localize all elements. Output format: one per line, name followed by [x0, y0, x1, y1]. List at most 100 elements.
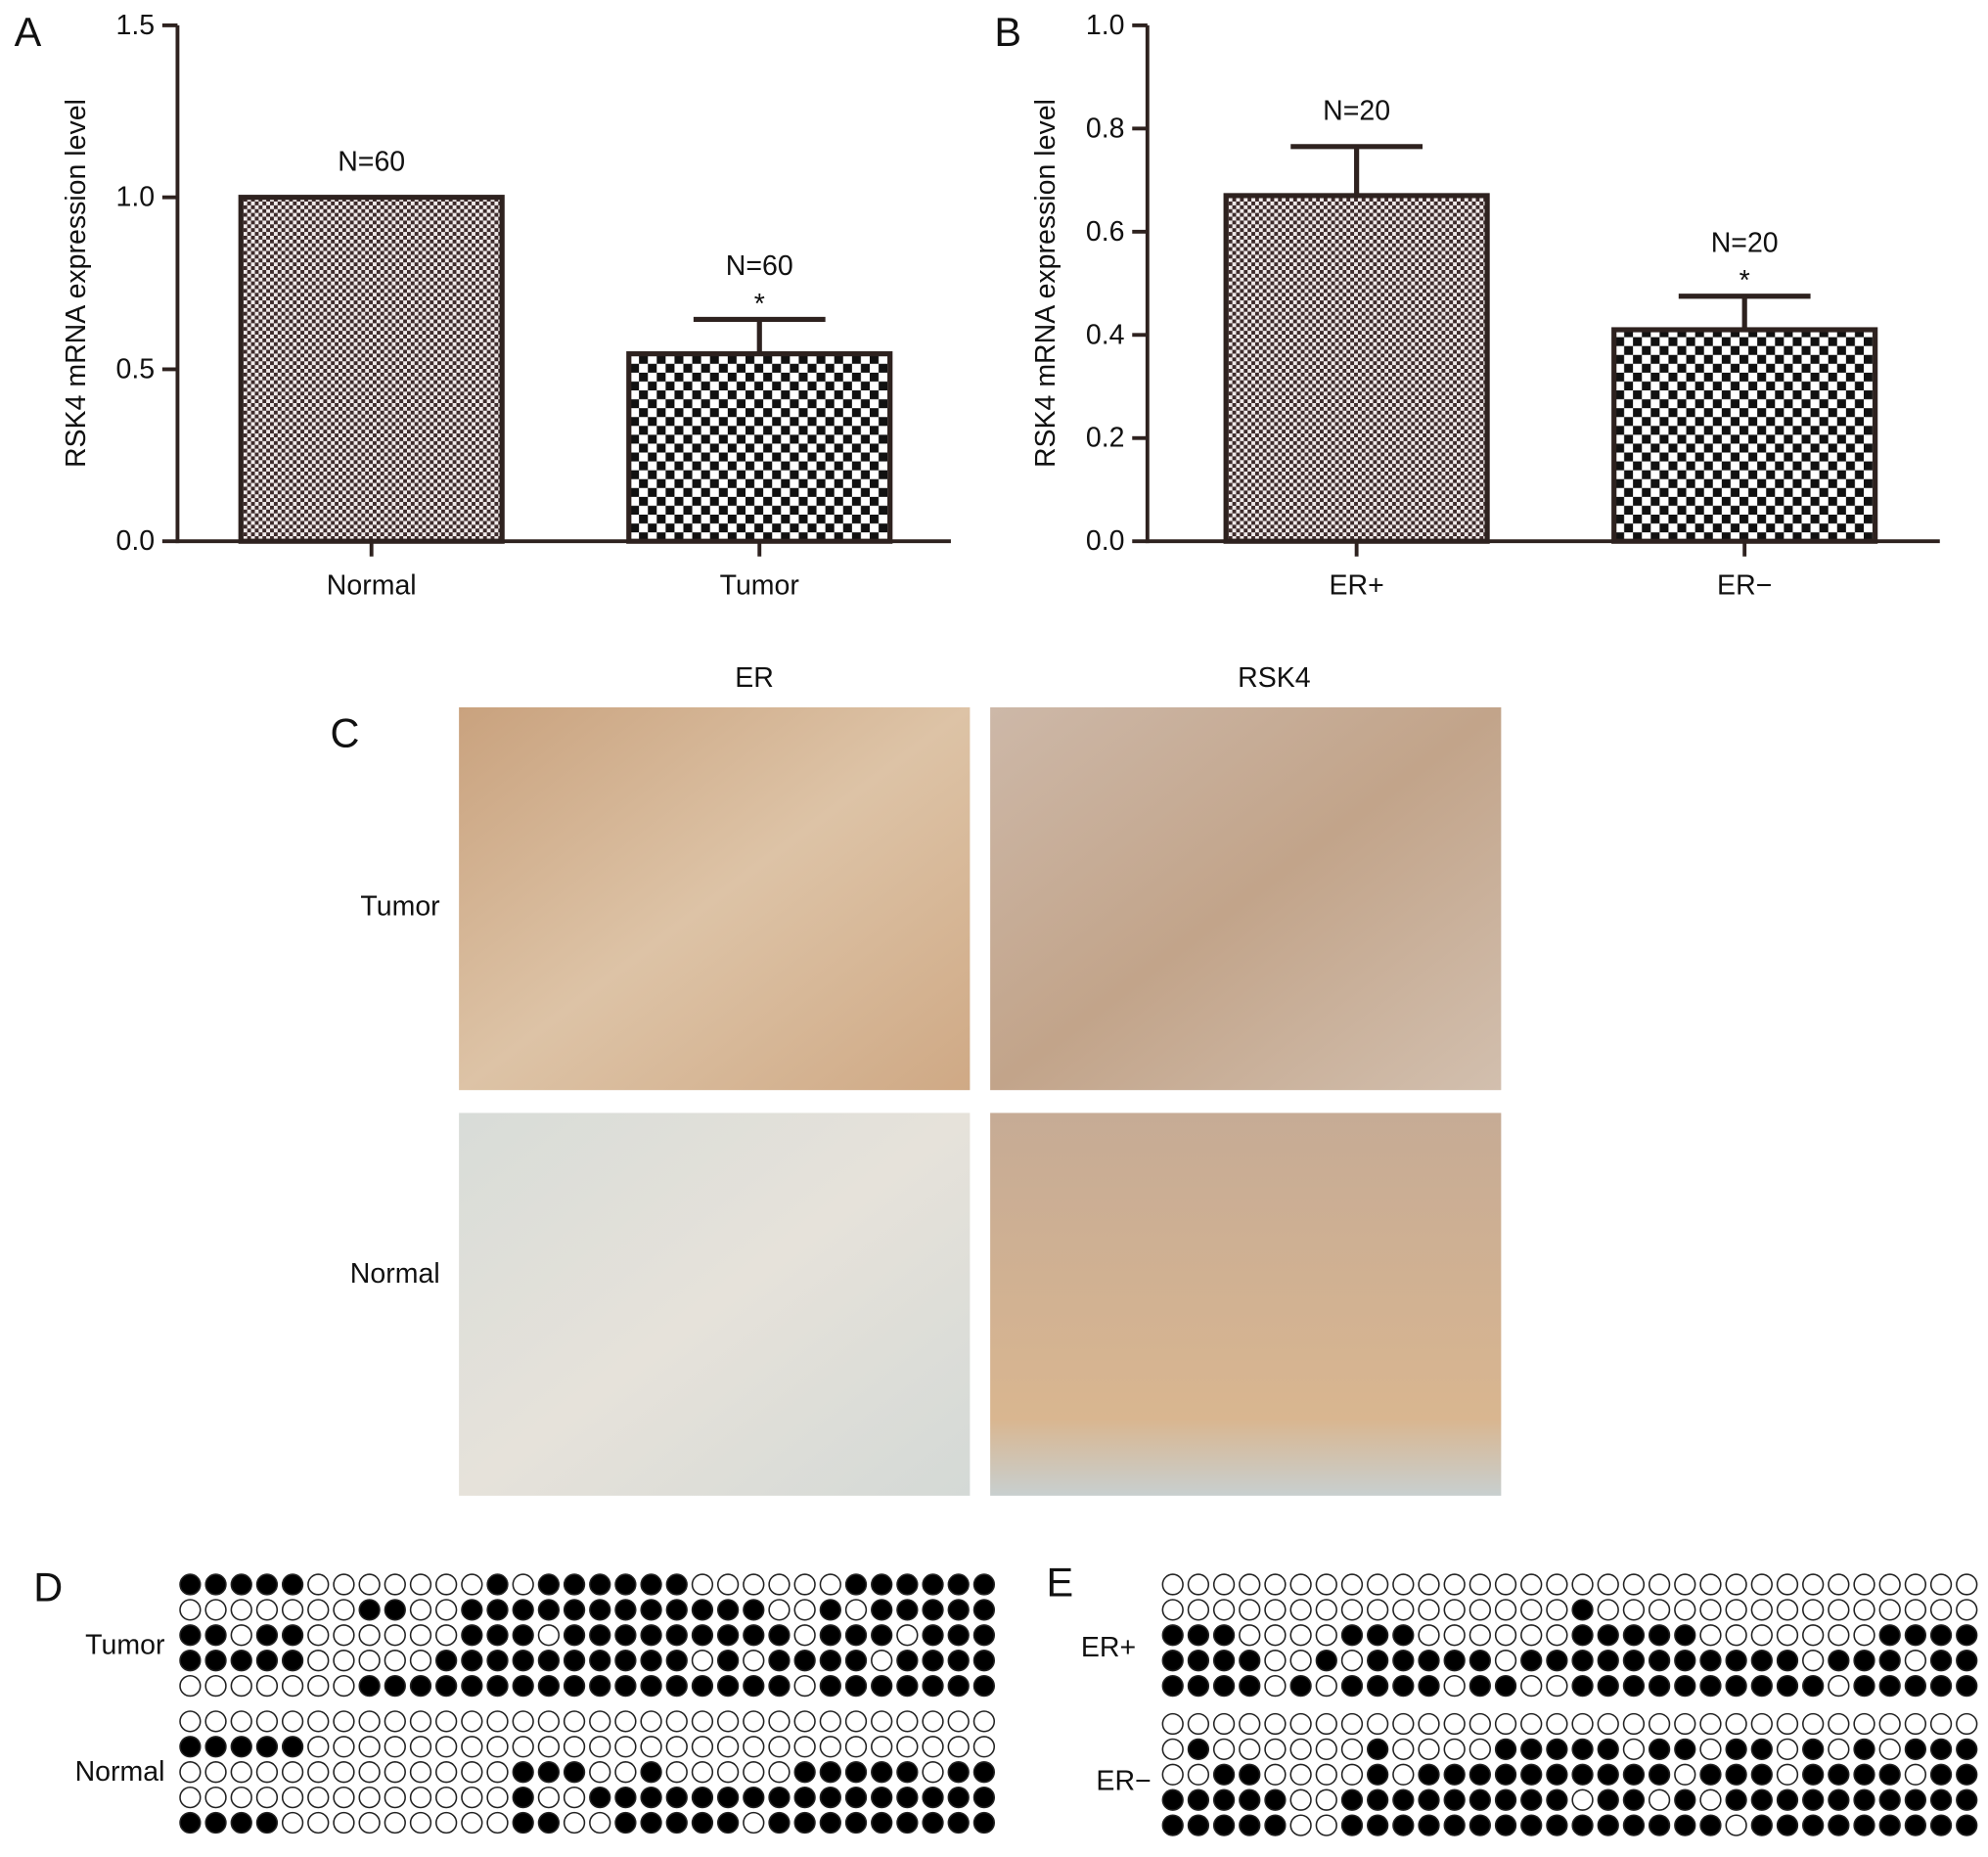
methylation-dot — [793, 1786, 816, 1809]
methylation-dot — [922, 1786, 944, 1809]
methylation-dot — [1494, 1814, 1517, 1836]
methylation-dot — [563, 1573, 586, 1596]
methylation-dot — [1468, 1763, 1492, 1786]
methylation-dot — [1571, 1624, 1594, 1647]
methylation-dot — [1622, 1712, 1646, 1736]
methylation-dot — [1443, 1650, 1466, 1672]
methylation-dot — [871, 1599, 893, 1621]
methylation-dot — [819, 1811, 841, 1834]
panel-label: C — [331, 709, 360, 755]
methylation-dot — [768, 1710, 791, 1733]
methylation-dot — [1315, 1763, 1337, 1786]
methylation-dot — [307, 1710, 330, 1733]
methylation-dot — [1187, 1738, 1210, 1761]
methylation-dot — [716, 1624, 740, 1647]
bar — [1223, 193, 1490, 544]
methylation-dot — [435, 1811, 458, 1834]
methylation-dot — [1366, 1573, 1389, 1596]
methylation-dot — [1340, 1763, 1364, 1786]
methylation-dot — [768, 1599, 791, 1621]
methylation-dot — [1264, 1789, 1287, 1811]
methylation-dot — [1520, 1814, 1543, 1836]
methylation-dot — [716, 1811, 740, 1834]
methylation-dot — [1212, 1789, 1236, 1811]
methylation-dot — [665, 1599, 688, 1621]
methylation-dot — [844, 1674, 868, 1698]
methylation-dot — [1546, 1712, 1568, 1736]
methylation-dot — [922, 1811, 944, 1834]
methylation-dot — [1239, 1599, 1261, 1621]
methylation-dot — [1161, 1650, 1184, 1672]
methylation-dot — [819, 1736, 841, 1758]
y-tick-label: 0.8 — [1086, 113, 1125, 144]
methylation-dot — [1802, 1738, 1825, 1761]
methylation-dot — [333, 1674, 355, 1698]
methylation-dot — [1853, 1650, 1875, 1672]
methylation-dot — [947, 1599, 970, 1621]
methylation-dot — [1315, 1624, 1337, 1647]
methylation-dot — [512, 1811, 534, 1834]
methylation-dot — [230, 1573, 252, 1596]
methylation-dot — [204, 1624, 227, 1647]
methylation-dot — [1315, 1599, 1337, 1621]
methylation-dot — [743, 1573, 765, 1596]
methylation-dot — [614, 1599, 637, 1621]
methylation-dot — [947, 1736, 970, 1758]
methylation-dot — [947, 1573, 970, 1596]
methylation-dot — [1315, 1573, 1337, 1596]
methylation-dot — [665, 1710, 688, 1733]
methylation-dot — [819, 1710, 841, 1733]
methylation-dot — [716, 1650, 740, 1672]
methylation-dot — [1929, 1814, 1953, 1836]
methylation-dot — [1494, 1789, 1517, 1811]
methylation-dot — [435, 1599, 458, 1621]
methylation-dot — [640, 1573, 662, 1596]
methylation-dot — [1674, 1599, 1696, 1621]
y-axis-label: RSK4 mRNA expression level — [61, 99, 92, 468]
methylation-dot — [691, 1573, 714, 1596]
methylation-dot — [384, 1761, 406, 1784]
methylation-dot — [1187, 1712, 1210, 1736]
methylation-dot — [1878, 1763, 1901, 1786]
methylation-dot — [589, 1650, 611, 1672]
methylation-dot — [1802, 1650, 1825, 1672]
methylation-dot — [1546, 1599, 1568, 1621]
methylation-dot — [1418, 1814, 1440, 1836]
methylation-dot — [1289, 1814, 1312, 1836]
methylation-dot — [871, 1624, 893, 1647]
methylation-dot — [1904, 1599, 1927, 1621]
methylation-dot — [1418, 1624, 1440, 1647]
methylation-dot — [1853, 1712, 1875, 1736]
methylation-dot — [743, 1599, 765, 1621]
methylation-dot — [435, 1710, 458, 1733]
methylation-dot — [1187, 1763, 1210, 1786]
methylation-dot — [819, 1573, 841, 1596]
methylation-dot — [1725, 1624, 1747, 1647]
methylation-dot — [409, 1674, 432, 1698]
methylation-dot — [1239, 1738, 1261, 1761]
methylation-dot — [230, 1599, 252, 1621]
methylation-dot — [1648, 1763, 1671, 1786]
methylation-dot — [1878, 1573, 1901, 1596]
methylation-dot — [640, 1761, 662, 1784]
methylation-dot — [972, 1573, 996, 1596]
methylation-dot — [972, 1710, 996, 1733]
methylation-dot — [1264, 1814, 1287, 1836]
methylation-dot — [896, 1650, 919, 1672]
methylation-dot — [1418, 1738, 1440, 1761]
methylation-dot — [1366, 1814, 1389, 1836]
methylation-dot — [1289, 1763, 1312, 1786]
methylation-dot — [1187, 1789, 1210, 1811]
methylation-dot — [1264, 1599, 1287, 1621]
methylation-dot — [537, 1624, 561, 1647]
methylation-dot — [1392, 1624, 1415, 1647]
methylation-dot — [665, 1736, 688, 1758]
methylation-dot — [1802, 1712, 1825, 1736]
methylation-dot — [461, 1786, 483, 1809]
row-label: Tumor — [360, 890, 440, 922]
methylation-dot — [537, 1573, 561, 1596]
methylation-dot — [230, 1674, 252, 1698]
methylation-dot — [1520, 1573, 1543, 1596]
methylation-dot — [1904, 1712, 1927, 1736]
methylation-dot — [1956, 1650, 1978, 1672]
